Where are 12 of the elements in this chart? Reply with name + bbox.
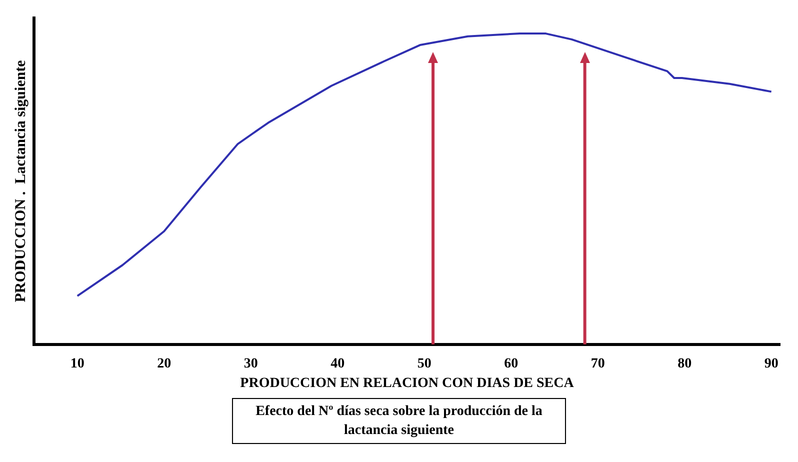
x-tick-label: 40 <box>330 356 345 372</box>
x-tick-label: 90 <box>764 356 778 372</box>
x-tick-label: 10 <box>70 356 84 372</box>
x-tick-label: 60 <box>504 356 518 372</box>
x-tick-label: 80 <box>678 356 692 372</box>
x-tick-label: 20 <box>157 356 172 372</box>
y-axis-title: PRODUCCION . Lactancia siguiente <box>12 60 29 302</box>
text: Efecto del Nº días seca sobre la producción de la lactancia siguiente <box>232 398 566 444</box>
x-tick-label: 30 <box>244 356 258 372</box>
x-axis-title: PRODUCCION EN RELACION CON DIAS DE SECA <box>240 376 575 392</box>
x-tick-label: 70 <box>590 356 605 372</box>
x-tick-label: 50 <box>417 356 432 372</box>
